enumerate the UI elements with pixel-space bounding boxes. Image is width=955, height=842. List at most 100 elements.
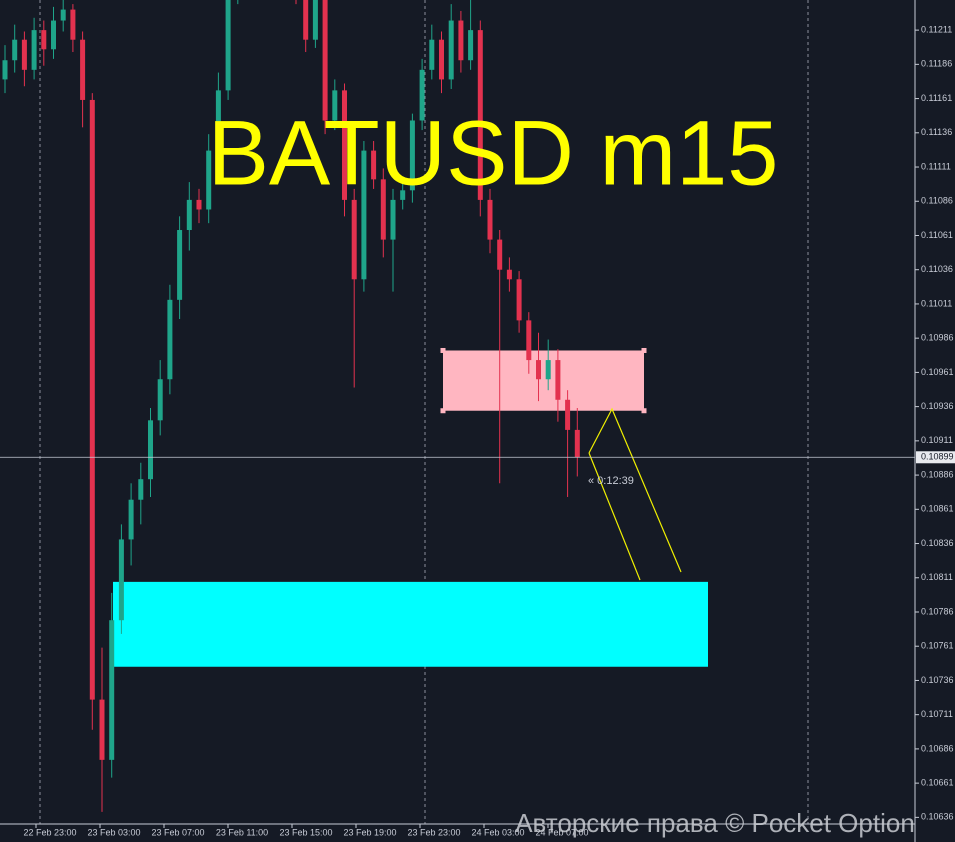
candle-body: [419, 69, 425, 121]
y-tick-label: 0.11186: [921, 59, 952, 69]
candle-body: [99, 699, 105, 760]
y-tick-label: 0.11136: [921, 127, 952, 137]
candle-body: [312, 0, 318, 40]
y-tick-label: 0.10911: [921, 435, 953, 445]
zone-handle: [641, 347, 647, 353]
chart-title: BATUSD m15: [208, 102, 779, 204]
y-tick-label: 0.10636: [921, 812, 954, 822]
y-tick-label: 0.10711: [921, 709, 953, 719]
candle-body: [21, 39, 27, 70]
projection-line: [588, 407, 682, 573]
candle-body: [506, 269, 512, 280]
candle-body: [322, 0, 328, 121]
projection-line: [588, 452, 641, 581]
candle-body: [468, 30, 474, 61]
y-tick-label: 0.11036: [921, 264, 953, 274]
candle-body: [148, 420, 153, 480]
watermark: Авторские права © Pocket Option: [515, 808, 915, 838]
candle-body: [332, 90, 338, 121]
candle-body: [477, 30, 483, 200]
y-tick-label: 0.10861: [921, 504, 954, 514]
candle-body: [118, 539, 124, 621]
x-tick-label: 22 Feb 23:00: [23, 827, 76, 837]
x-tick-label: 24 Feb 07:00: [535, 827, 588, 837]
y-tick-label: 0.10986: [921, 333, 954, 343]
candle-body: [458, 20, 464, 61]
candle-body: [448, 20, 454, 80]
candle-body: [128, 499, 134, 540]
candle-body: [215, 90, 221, 151]
candle-body: [2, 60, 8, 80]
current-price-box: [916, 451, 955, 464]
candle-body: [487, 199, 493, 240]
x-tick-label: 23 Feb 03:00: [87, 827, 140, 837]
zone: [113, 581, 708, 667]
y-tick-label: 0.11011: [921, 298, 952, 308]
y-tick-label: 0.10836: [921, 538, 954, 548]
candle-body: [555, 360, 561, 400]
y-tick-label: 0.10886: [921, 469, 954, 479]
candle-body: [497, 239, 503, 270]
y-tick-label: 0.11061: [921, 230, 953, 240]
candle-body: [31, 30, 37, 70]
zone-handle: [440, 347, 446, 353]
candle-body: [400, 190, 406, 200]
x-tick-label: 23 Feb 11:00: [216, 827, 268, 837]
timer: « 0:12:39: [588, 475, 634, 487]
candle-body: [439, 39, 444, 80]
candle-body: [167, 299, 173, 380]
candle-body: [80, 39, 86, 100]
candle-body: [12, 39, 18, 61]
candle-body: [186, 199, 192, 231]
candle-body: [536, 360, 541, 380]
candle-body: [157, 379, 163, 421]
zones: [113, 347, 708, 667]
candle-body: [177, 230, 183, 300]
candle-body: [109, 620, 115, 760]
candle-body: [138, 479, 144, 500]
candles: [2, 0, 580, 812]
candle-body: [51, 20, 56, 50]
candle-body: [545, 360, 551, 380]
candle-body: [409, 120, 415, 191]
zone-handle: [440, 408, 446, 414]
grid: [39, 0, 809, 824]
candle-body: [371, 150, 377, 180]
y-tick-label: 0.10761: [921, 641, 954, 651]
x-tick-label: 23 Feb 15:00: [279, 827, 332, 837]
candle-body: [361, 150, 367, 280]
current-price-label: 0.10899: [921, 452, 954, 462]
candle-body: [574, 429, 580, 458]
y-tick-label: 0.10961: [921, 367, 954, 377]
y-tick-label: 0.10811: [921, 572, 953, 582]
candle-body: [70, 9, 76, 40]
x-tick-label: 24 Feb 03:00: [471, 827, 524, 837]
candle-body: [60, 9, 66, 21]
candle-body: [351, 199, 357, 280]
y-tick-label: 0.10686: [921, 743, 954, 753]
overlay: « 0:12:39: [0, 407, 915, 581]
candle-body: [390, 199, 396, 240]
candle-body: [380, 179, 386, 240]
y-tick-label: 0.11086: [921, 196, 953, 206]
candle-body: [565, 399, 571, 430]
candle-body: [429, 39, 435, 70]
candle-body: [89, 99, 95, 700]
x-tick-label: 23 Feb 23:00: [407, 827, 460, 837]
y-tick-label: 0.10736: [921, 675, 954, 685]
candle-body: [225, 0, 231, 91]
candle-body: [342, 90, 347, 200]
candle-body: [206, 150, 212, 210]
zone-handle: [641, 408, 647, 414]
candle-body: [516, 279, 522, 321]
y-tick-label: 0.10936: [921, 401, 954, 411]
x-tick-label: 23 Feb 07:00: [151, 827, 204, 837]
y-tick-label: 0.11111: [921, 161, 951, 171]
y-tick-label: 0.11161: [921, 93, 952, 103]
y-tick-label: 0.10661: [921, 778, 954, 788]
x-tick-label: 23 Feb 19:00: [343, 827, 396, 837]
candle-body: [41, 30, 47, 50]
axes: 0.11211 0.11186 0.11161 0.11136 0.11111 0.110…: [23, 24, 955, 837]
